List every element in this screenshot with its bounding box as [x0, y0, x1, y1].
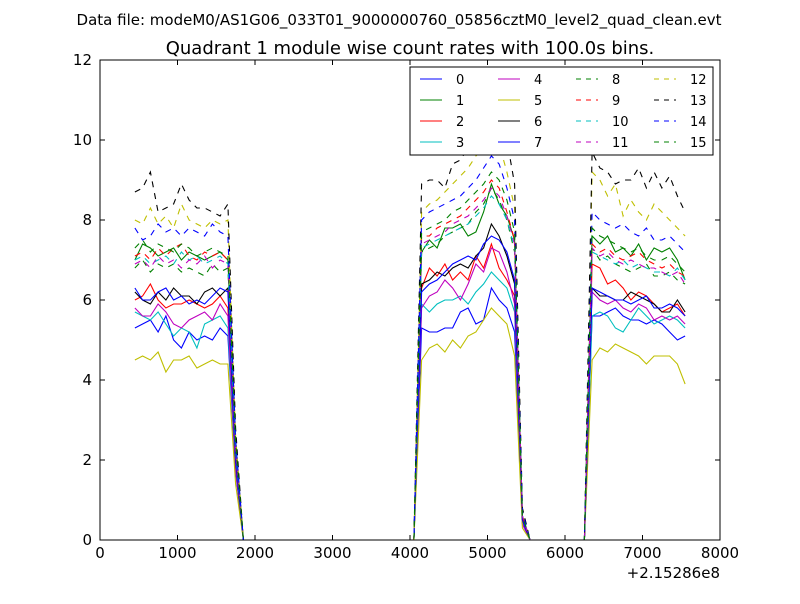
x-tick-label: 2000 [236, 544, 274, 562]
series-6-line [134, 222, 686, 541]
legend-label-1: 1 [456, 94, 464, 109]
legend-label-13: 13 [690, 94, 707, 109]
x-axis-offset-label: +2.15286e8 [627, 564, 720, 582]
plot-area [134, 91, 686, 541]
y-tick-label: 10 [73, 131, 92, 149]
legend-label-11: 11 [612, 136, 629, 151]
legend-label-2: 2 [456, 115, 464, 130]
legend-label-12: 12 [690, 73, 707, 88]
series-10-line [134, 195, 686, 541]
x-tick-label: 0 [95, 544, 105, 562]
axis-ticks: 0 1000 2000 3000 4000 5000 6000 7000 80000246810… [73, 51, 739, 562]
x-tick-label: 3000 [313, 544, 351, 562]
legend-label-6: 6 [534, 115, 542, 130]
series-5-line [134, 307, 686, 541]
x-tick-label: 5000 [468, 544, 506, 562]
legend-label-7: 7 [534, 136, 542, 151]
series-4-line [134, 247, 686, 541]
series-11-line [134, 187, 686, 541]
legend-label-9: 9 [612, 94, 620, 109]
y-tick-label: 2 [82, 451, 92, 469]
y-tick-label: 6 [82, 291, 92, 309]
chart-suptitle: Data file: modeM0/AS1G06_033T01_90000007… [77, 11, 722, 30]
series-3-line [134, 271, 686, 541]
series-13-line [134, 91, 686, 541]
series-0-line [134, 286, 686, 541]
series-12-line [134, 139, 686, 541]
y-tick-label: 8 [82, 211, 92, 229]
legend-label-14: 14 [690, 115, 707, 130]
series-15-line [134, 171, 686, 541]
y-tick-label: 4 [82, 371, 92, 389]
y-tick-label: 0 [82, 531, 92, 549]
x-tick-label: 8000 [701, 544, 739, 562]
legend-label-10: 10 [612, 115, 629, 130]
x-tick-label: 7000 [623, 544, 661, 562]
x-tick-label: 4000 [391, 544, 429, 562]
x-tick-label: 6000 [546, 544, 584, 562]
legend-label-8: 8 [612, 73, 620, 88]
legend-label-3: 3 [456, 136, 464, 151]
series-2-line [134, 242, 686, 541]
legend-frame [409, 66, 714, 156]
series-14-line [134, 155, 686, 541]
y-tick-label: 12 [73, 51, 92, 69]
chart-title: Quadrant 1 module wise count rates with … [166, 38, 655, 59]
series-9-line [134, 179, 686, 541]
series-7-line [134, 235, 686, 541]
legend-label-15: 15 [690, 136, 707, 151]
legend-label-0: 0 [456, 73, 464, 88]
legend-label-4: 4 [534, 73, 542, 88]
x-tick-label: 1000 [158, 544, 196, 562]
legend-label-5: 5 [534, 94, 542, 109]
